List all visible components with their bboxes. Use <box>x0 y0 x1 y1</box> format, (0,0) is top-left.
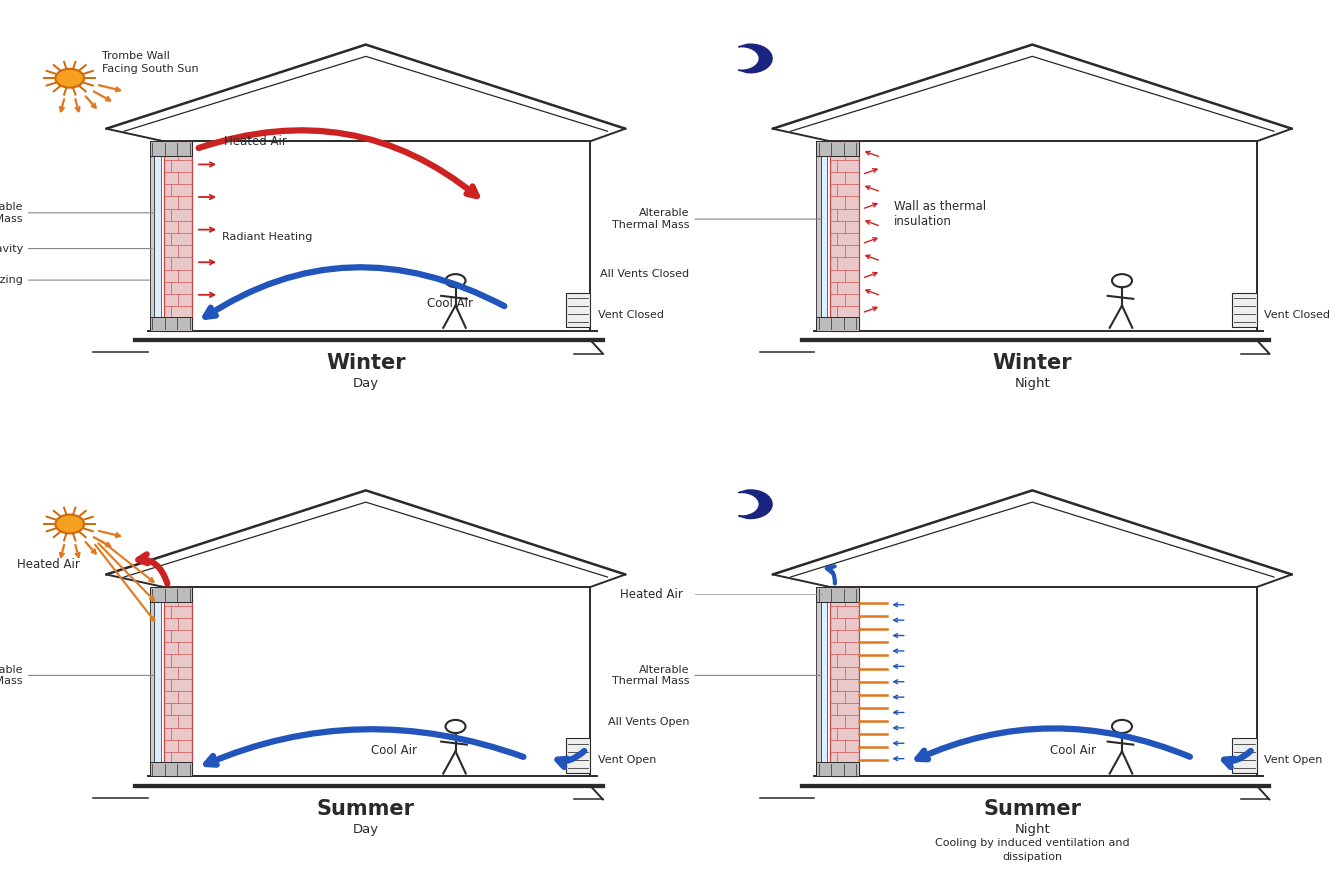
Text: Day: Day <box>352 823 379 836</box>
FancyArrowPatch shape <box>205 267 504 316</box>
Bar <box>816 763 859 776</box>
Text: Night: Night <box>1014 377 1050 391</box>
Bar <box>164 141 192 331</box>
Text: All Vents Open: All Vents Open <box>608 717 690 727</box>
Text: Glazing: Glazing <box>0 275 149 286</box>
Text: Alterable
Thermal Mass: Alterable Thermal Mass <box>0 665 155 686</box>
Text: Cool Air: Cool Air <box>1050 744 1097 758</box>
Text: Summer: Summer <box>983 799 1082 819</box>
Bar <box>566 293 590 327</box>
Text: Trombe Wall
Facing South Sun: Trombe Wall Facing South Sun <box>101 51 199 74</box>
FancyArrowPatch shape <box>558 751 584 767</box>
Bar <box>816 587 859 602</box>
Text: Alterable
Thermal Mass: Alterable Thermal Mass <box>612 209 822 230</box>
Text: Vent Closed: Vent Closed <box>1265 309 1330 320</box>
Text: Cooling by induced ventilation and
dissipation: Cooling by induced ventilation and dissi… <box>935 838 1130 862</box>
Bar <box>149 141 155 331</box>
Bar <box>155 587 160 776</box>
Bar <box>1233 738 1257 773</box>
FancyArrowPatch shape <box>139 554 167 583</box>
Bar <box>820 587 827 776</box>
Bar <box>149 763 192 776</box>
Text: Heated Air: Heated Air <box>224 134 287 148</box>
Text: Alterable
Thermal Mass: Alterable Thermal Mass <box>0 202 155 224</box>
FancyArrowPatch shape <box>1225 751 1251 767</box>
Text: Cool Air: Cool Air <box>427 297 472 310</box>
Text: Day: Day <box>352 377 379 391</box>
Bar <box>816 587 820 776</box>
FancyArrowPatch shape <box>199 130 476 196</box>
Text: Heated Air: Heated Air <box>16 558 80 571</box>
Bar <box>820 141 827 331</box>
Bar <box>149 316 192 331</box>
Text: Winter: Winter <box>325 353 406 373</box>
Text: All Vents Closed: All Vents Closed <box>600 269 690 278</box>
Bar <box>149 587 155 776</box>
Text: Radiant Heating: Radiant Heating <box>221 232 312 242</box>
Bar <box>816 141 859 156</box>
Text: Air Cavity: Air Cavity <box>0 244 152 254</box>
Text: Wall as thermal
insulation: Wall as thermal insulation <box>894 201 986 228</box>
Polygon shape <box>739 490 772 519</box>
Text: Alterable
Thermal Mass: Alterable Thermal Mass <box>612 665 822 686</box>
FancyArrowPatch shape <box>827 567 835 583</box>
Circle shape <box>56 69 84 88</box>
FancyArrowPatch shape <box>918 728 1190 759</box>
Bar <box>816 141 820 331</box>
Text: Night: Night <box>1014 823 1050 836</box>
Text: Heated Air: Heated Air <box>620 588 683 601</box>
Text: Vent Closed: Vent Closed <box>598 309 664 320</box>
Bar <box>149 141 192 156</box>
Bar <box>830 141 859 331</box>
Bar <box>566 738 590 773</box>
Bar <box>155 141 160 331</box>
Text: Vent Open: Vent Open <box>1265 755 1322 766</box>
Polygon shape <box>739 44 772 72</box>
FancyArrowPatch shape <box>207 729 523 765</box>
Text: Vent Open: Vent Open <box>598 755 656 766</box>
Circle shape <box>56 514 84 533</box>
Bar <box>1233 293 1257 327</box>
Text: Cool Air: Cool Air <box>371 744 416 758</box>
Bar <box>816 316 859 331</box>
Text: Winter: Winter <box>992 353 1073 373</box>
Bar <box>164 587 192 776</box>
Bar <box>830 587 859 776</box>
Bar <box>149 587 192 602</box>
Text: Summer: Summer <box>316 799 415 819</box>
